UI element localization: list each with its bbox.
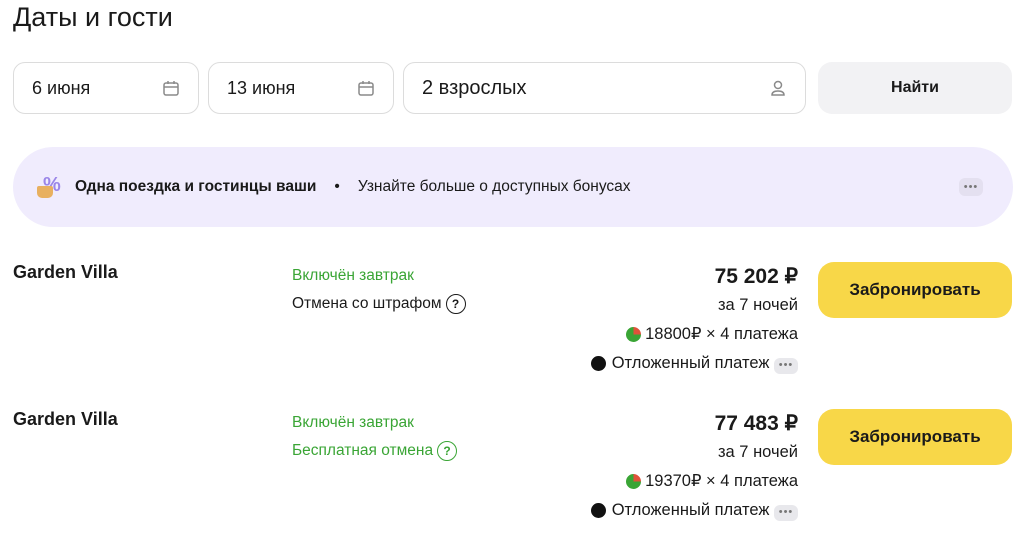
offer-name: Garden Villa [13,409,118,429]
book-button[interactable]: Забронировать [818,409,1012,465]
offer-row: Garden Villa Включён завтрак Бесплатная … [0,409,1024,549]
nights: за 7 ночей [717,443,798,461]
banner-separator: • [334,178,340,195]
banner-more-button[interactable]: ••• [959,178,983,196]
deferred-clock-icon [590,503,606,519]
installment: 19370₽ × 4 платежа [645,472,798,490]
book-button[interactable]: Забронировать [818,262,1012,318]
deferred-clock-icon [590,356,606,372]
deferred-payment: Отложенный платеж [611,354,770,372]
offer-name: Garden Villa [13,262,118,282]
find-button[interactable]: Найти [818,62,1012,114]
banner-link[interactable]: Узнайте больше о доступных бонусах [357,178,631,195]
meal-info: Включён завтрак [292,414,414,431]
offer-price: 77 483 ₽ [714,412,798,435]
nights: за 7 ночей [717,296,798,314]
meal-info: Включён завтрак [292,267,414,284]
calendar-icon [358,81,374,96]
cancel-policy: Бесплатная отмена [292,442,434,459]
guests-value: 2 взрослых [422,76,527,99]
person-icon [771,80,785,96]
help-icon[interactable]: ? [437,440,458,461]
checkin-date-field[interactable]: 6 июня [13,62,199,114]
deferred-payment: Отложенный платеж [611,501,770,519]
offer-price: 75 202 ₽ [714,265,798,288]
checkout-value: 13 июня [227,77,296,98]
banner-headline: Одна поездка и гостинцы ваши [75,178,317,195]
guests-field[interactable]: 2 взрослых [403,62,806,114]
gift-percent-icon: % [37,174,63,200]
help-icon[interactable]: ? [445,293,466,314]
page-title: Даты и гости [13,2,173,32]
split-payment-icon [626,327,642,343]
offer-row: Garden Villa Включён завтрак Отмена со ш… [0,262,1024,402]
checkin-value: 6 июня [32,77,91,98]
bonus-banner[interactable]: % Одна поездка и гостинцы ваши • Узнайте… [13,147,1013,227]
checkout-date-field[interactable]: 13 июня [208,62,394,114]
deferred-more-button[interactable]: ••• [774,504,798,521]
cancel-policy: Отмена со штрафом [292,295,442,312]
split-payment-icon [626,474,642,490]
installment: 18800₽ × 4 платежа [645,325,798,343]
deferred-more-button[interactable]: ••• [774,357,798,374]
calendar-icon [163,81,179,96]
